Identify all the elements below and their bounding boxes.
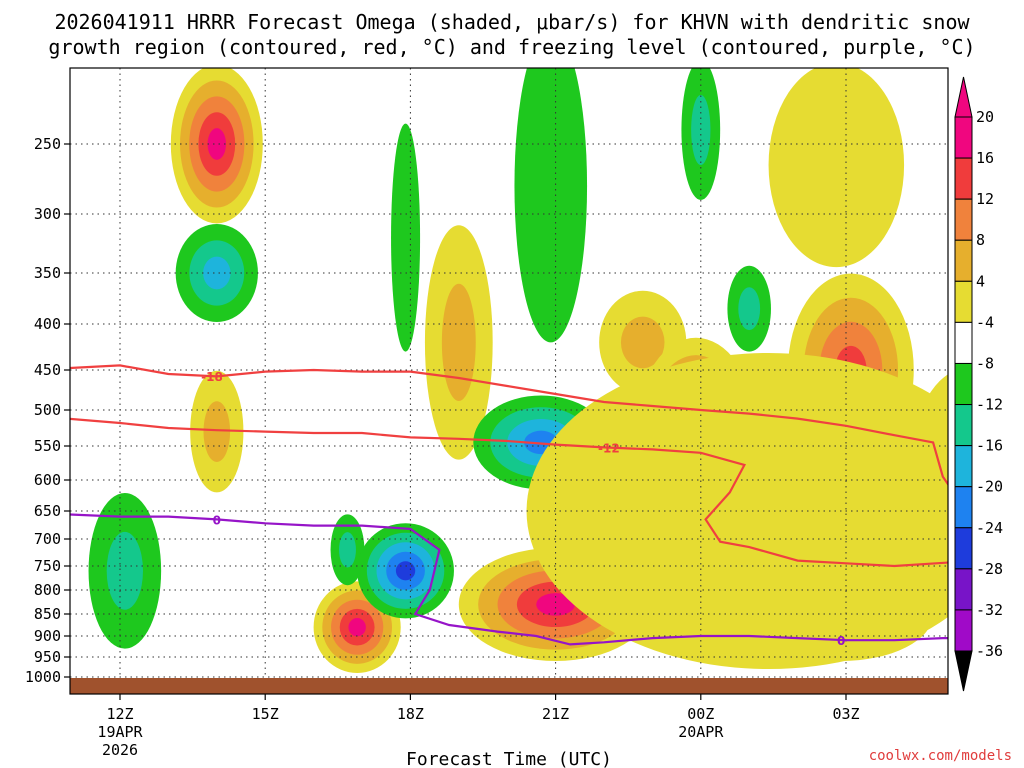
x-tick-label: 18Z xyxy=(397,705,424,723)
omega-level-y8 xyxy=(620,316,665,369)
y-tick-label: 600 xyxy=(34,471,61,489)
colorbar-label: 12 xyxy=(976,190,994,208)
plot-frame xyxy=(69,67,949,695)
dgz-contour-0-label: -18 xyxy=(201,370,223,384)
colorbar-swatch xyxy=(954,568,973,611)
contour-lines: -18 -12 0 0 xyxy=(70,364,948,648)
colorbar-swatch xyxy=(954,280,973,323)
y-tick-label: 550 xyxy=(34,437,61,455)
omega-level-y4 xyxy=(768,68,905,268)
omega-blob-5 xyxy=(330,514,365,586)
chart-title-line-1: 2026041911 HRRR Forecast Omega (shaded, … xyxy=(54,10,970,34)
colorbar-label: -20 xyxy=(976,478,1003,496)
omega-level-g4 xyxy=(391,123,421,352)
omega-level-g4 xyxy=(514,68,588,343)
colorbar-label: -12 xyxy=(976,396,1003,414)
omega-blob-8 xyxy=(424,225,493,460)
dgz-contour-1 xyxy=(70,417,948,568)
colorbar-swatch xyxy=(954,157,973,200)
omega-blob-22 xyxy=(768,68,905,268)
x-tick-date-label: 20APR xyxy=(678,723,724,741)
omega-level-g20 xyxy=(395,561,416,581)
colorbar-under-triangle xyxy=(954,650,973,692)
omega-blob-1 xyxy=(175,224,258,322)
freezing-level-contour xyxy=(70,513,948,646)
colorbar-legend: 20 16 12 8 4 -4 -8 -12 -16 -20 -24 -28 -32 -36 xyxy=(954,76,1003,692)
y-tick-label: 650 xyxy=(34,502,61,520)
y-axis: 250 300 350 400 450 500 550 600 650 700 750 800 850 9… xyxy=(25,135,70,686)
omega-blob-15 xyxy=(727,265,771,352)
omega-blob-7 xyxy=(357,523,454,619)
x-tick-label: 03Z xyxy=(832,705,859,723)
x-tick-label: 12Z xyxy=(106,705,133,723)
x-axis-title: Forecast Time (UTC) xyxy=(406,749,612,768)
y-tick-label: 900 xyxy=(34,627,61,645)
colorbar-label: -8 xyxy=(976,354,994,372)
colorbar-swatch xyxy=(954,527,973,570)
x-tick-label: 15Z xyxy=(252,705,279,723)
colorbar-label: 20 xyxy=(976,108,994,126)
colorbar-label: -4 xyxy=(976,313,994,331)
y-tick-label: 250 xyxy=(34,135,61,153)
omega-blob-0 xyxy=(170,68,263,224)
omega-blob-11 xyxy=(514,68,588,343)
dgz-contour-0 xyxy=(70,364,948,487)
colorbar-swatch xyxy=(954,486,973,529)
colorbar-label: -24 xyxy=(976,519,1003,537)
colorbar-label: -36 xyxy=(976,642,1003,660)
x-tick-label: 21Z xyxy=(542,705,569,723)
omega-level-y20 xyxy=(207,128,226,160)
colorbar-swatch xyxy=(954,445,973,488)
colorbar-label: 16 xyxy=(976,149,994,167)
omega-level-g8 xyxy=(106,531,143,610)
y-tick-label: 950 xyxy=(34,648,61,666)
x-tick-date-label: 19APR xyxy=(97,723,143,741)
ground-surface xyxy=(70,678,948,694)
colorbar-label: -28 xyxy=(976,560,1003,578)
omega-level-g12 xyxy=(203,256,231,290)
omega-level-y8 xyxy=(441,283,476,401)
omega-blob-6 xyxy=(391,123,421,352)
colorbar-swatch xyxy=(954,362,973,406)
freezing-level-contour-label: 0 xyxy=(837,634,845,648)
y-tick-label: 400 xyxy=(34,315,61,333)
omega-shading xyxy=(88,68,948,673)
colorbar-label: -16 xyxy=(976,437,1003,455)
y-tick-label: 800 xyxy=(34,581,61,599)
colorbar-label: -32 xyxy=(976,601,1003,619)
grid-lines xyxy=(70,68,948,694)
colorbar-swatch xyxy=(954,321,973,364)
omega-level-y8 xyxy=(203,401,231,462)
omega-level-g8 xyxy=(339,532,356,568)
colorbar-swatch xyxy=(954,116,973,159)
y-tick-label: 1000 xyxy=(25,668,61,686)
colorbar-swatch xyxy=(954,198,973,241)
omega-level-y20 xyxy=(348,618,366,637)
y-tick-label: 850 xyxy=(34,605,61,623)
x-tick-label: 00Z xyxy=(687,705,714,723)
y-tick-label: 450 xyxy=(34,361,61,379)
omega-blob-2 xyxy=(190,370,244,493)
omega-blob-3 xyxy=(88,493,162,649)
y-tick-label: 350 xyxy=(34,264,61,282)
chart-title-line-2: growth region (contoured, red, °C) and f… xyxy=(48,35,975,59)
y-tick-label: 500 xyxy=(34,401,61,419)
colorbar-over-triangle xyxy=(954,76,973,118)
credit-label: coolwx.com/models xyxy=(869,748,1012,764)
y-tick-label: 300 xyxy=(34,205,61,223)
x-tick-year-label: 2026 xyxy=(102,741,138,759)
y-tick-label: 700 xyxy=(34,530,61,548)
colorbar-swatch xyxy=(954,404,973,447)
dgz-contour-1-label: -12 xyxy=(598,442,620,456)
y-tick-label: 750 xyxy=(34,557,61,575)
colorbar-label: 4 xyxy=(976,272,985,290)
colorbar-swatch xyxy=(954,239,973,282)
omega-level-y20 xyxy=(536,593,575,616)
colorbar-label: 8 xyxy=(976,231,985,249)
freezing-level-contour-label: 0 xyxy=(213,513,221,527)
omega-level-g8 xyxy=(738,287,761,331)
colorbar-swatch xyxy=(954,609,973,652)
